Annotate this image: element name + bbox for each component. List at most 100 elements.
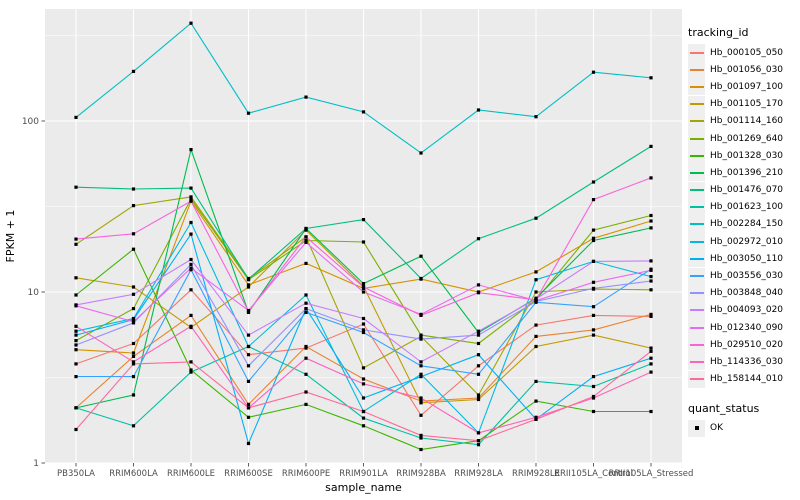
data-point xyxy=(131,393,136,397)
data-point xyxy=(591,305,596,309)
data-point xyxy=(246,441,251,446)
data-point xyxy=(649,176,653,180)
data-point xyxy=(476,237,481,241)
data-point xyxy=(304,240,308,244)
data-point xyxy=(74,427,78,432)
legend-entry-label: Hb_001476_070 xyxy=(710,185,784,196)
data-point xyxy=(591,259,596,263)
data-point xyxy=(131,362,136,366)
data-point xyxy=(419,313,423,317)
legend-entry-label: Hb_004093_020 xyxy=(710,305,784,316)
legend-key-swatch xyxy=(688,95,705,113)
x-tick-label: RRII105LA_Control xyxy=(554,469,633,479)
legend-key-swatch xyxy=(688,147,705,165)
legend-key-line xyxy=(689,223,704,226)
data-point xyxy=(304,226,308,231)
data-point xyxy=(304,228,308,232)
data-point xyxy=(476,443,481,447)
data-point xyxy=(534,216,538,220)
x-tick-label: RRIM928LE xyxy=(512,469,560,479)
data-point xyxy=(131,307,136,311)
legend-entry-label: Hb_001114_160 xyxy=(710,116,784,127)
data-point xyxy=(304,344,308,349)
data-point xyxy=(189,195,193,199)
data-point xyxy=(649,144,653,148)
data-point xyxy=(189,220,193,225)
data-point xyxy=(591,409,596,414)
data-point xyxy=(649,314,653,318)
legend-key-swatch xyxy=(688,130,705,148)
data-point xyxy=(189,360,193,364)
data-point xyxy=(361,377,366,381)
legend-key-swatch xyxy=(688,112,705,130)
legend-entry-label: Hb_002972_010 xyxy=(710,236,784,247)
legend-entry-Hb_114336_030: Hb_114336_030 xyxy=(688,353,800,371)
data-point xyxy=(419,401,423,405)
data-point xyxy=(476,431,481,435)
data-point xyxy=(534,290,538,294)
data-point xyxy=(246,402,251,406)
legend-entry-Hb_003556_030: Hb_003556_030 xyxy=(688,267,800,285)
data-point xyxy=(74,343,78,347)
data-point xyxy=(534,417,538,421)
data-point xyxy=(591,384,596,389)
data-point xyxy=(649,409,653,414)
data-point xyxy=(476,439,481,443)
legend-entry-label: Hb_001097_100 xyxy=(710,81,784,92)
data-point xyxy=(476,333,481,337)
data-point xyxy=(131,247,136,251)
legend-entry-label: Hb_001396_210 xyxy=(710,167,784,178)
data-point xyxy=(649,76,653,80)
legend-key-swatch xyxy=(688,164,705,182)
data-point xyxy=(649,370,653,374)
legend-key-line xyxy=(689,137,704,140)
data-point xyxy=(189,197,193,201)
data-point xyxy=(419,413,423,417)
data-point xyxy=(304,261,308,265)
x-axis-title: sample_name xyxy=(325,481,402,494)
data-point xyxy=(476,364,481,368)
data-point xyxy=(649,279,653,283)
data-point xyxy=(534,270,538,274)
data-point xyxy=(189,370,193,374)
legend-entry-Hb_004093_020: Hb_004093_020 xyxy=(688,301,800,319)
data-point xyxy=(74,348,78,352)
data-point xyxy=(189,313,193,317)
legend-key-line xyxy=(689,360,704,363)
legend-key-line xyxy=(689,154,704,157)
data-point xyxy=(419,436,423,440)
data-point xyxy=(246,344,251,349)
data-point xyxy=(189,199,193,203)
data-point xyxy=(74,333,78,337)
data-point xyxy=(131,424,136,428)
data-point xyxy=(246,406,251,410)
data-point xyxy=(74,304,78,308)
data-point xyxy=(131,320,136,324)
data-point xyxy=(649,268,653,272)
legend-key-line xyxy=(689,257,704,260)
data-point xyxy=(476,329,481,333)
data-point xyxy=(534,415,538,419)
data-point xyxy=(649,213,653,218)
data-point xyxy=(591,280,596,284)
data-point xyxy=(649,288,653,292)
data-point xyxy=(131,341,136,346)
data-point xyxy=(131,285,136,289)
data-point xyxy=(361,110,366,114)
data-point xyxy=(246,277,251,281)
data-point xyxy=(246,285,251,289)
legend-entry-Hb_001269_640: Hb_001269_640 xyxy=(688,130,800,148)
data-point xyxy=(591,228,596,232)
legend-entries-tracking: Hb_000105_050 Hb_001056_030 Hb_001097_100 H… xyxy=(688,44,800,388)
data-point xyxy=(476,372,481,376)
legend-key-swatch xyxy=(688,284,705,302)
data-point xyxy=(304,356,308,360)
legend-key-line xyxy=(689,51,704,54)
legend-key-line xyxy=(689,171,704,174)
data-point xyxy=(361,282,366,286)
legend-key-line xyxy=(689,85,704,88)
legend-entry-Hb_001097_100: Hb_001097_100 xyxy=(688,78,800,96)
legend-entry-label: Hb_003050_110 xyxy=(710,253,784,264)
legend-entry-label: Hb_114336_030 xyxy=(710,356,784,367)
